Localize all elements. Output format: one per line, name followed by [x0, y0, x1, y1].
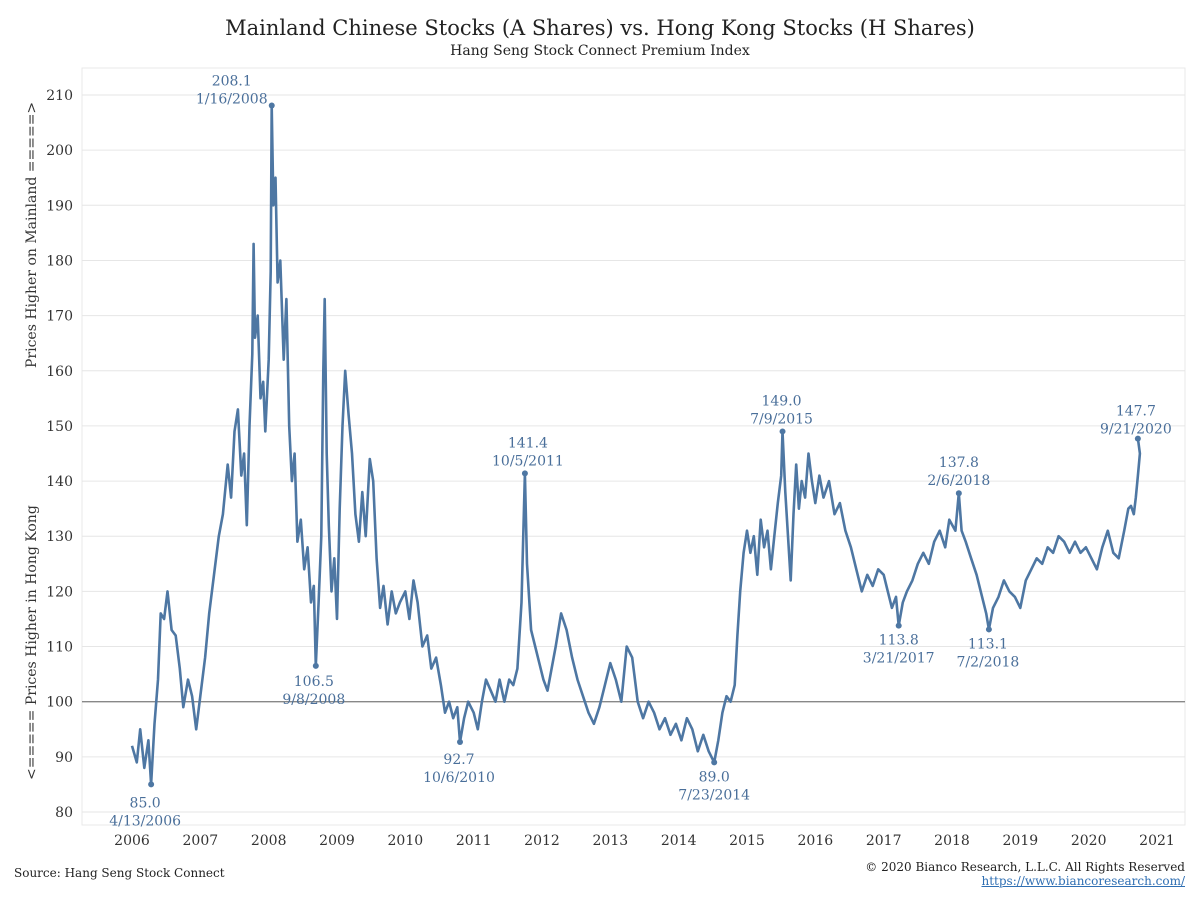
annotation-value: 141.4	[508, 435, 548, 451]
y-axis-label-bottom: <===== Prices Higher in Hong Kong	[24, 505, 40, 780]
y-tick-label: 80	[55, 805, 73, 821]
annotation-date: 2/6/2018	[927, 473, 990, 489]
annotation-date: 3/21/2017	[863, 651, 935, 667]
x-tick-label: 2008	[251, 833, 287, 849]
y-tick-label: 100	[46, 695, 73, 711]
annotation-marker	[268, 102, 275, 109]
x-tick-label: 2007	[183, 833, 219, 849]
x-tick-label: 2014	[661, 833, 697, 849]
y-tick-label: 190	[46, 198, 73, 214]
x-tick-label: 2017	[866, 833, 902, 849]
annotation-value: 85.0	[130, 795, 161, 811]
series-group	[130, 104, 1142, 786]
x-tick-label: 2016	[798, 833, 834, 849]
x-axis-ticks: 2006 2007 2008 2009 2010 2011 2012 2013 2014 2015…	[114, 833, 1175, 849]
y-tick-label: 140	[46, 474, 73, 490]
annotation-date: 7/2/2018	[956, 654, 1019, 670]
annotation-date: 9/21/2020	[1100, 422, 1172, 438]
y-tick-label: 170	[46, 309, 73, 325]
y-tick-label: 200	[46, 143, 73, 159]
annotation-value: 113.1	[968, 636, 1008, 652]
annotation-date: 10/6/2010	[423, 770, 495, 786]
annotation-value: 137.8	[939, 455, 979, 471]
copyright-note: © 2020 Bianco Research, L.L.C. All Right…	[865, 860, 1185, 874]
x-tick-label: 2013	[593, 833, 629, 849]
y-axis-ticks: 80 90 100 110 120 130 140 150 160 170 180 190 200 210	[46, 88, 73, 821]
x-tick-label: 2021	[1139, 833, 1175, 849]
annotation-marker	[779, 428, 786, 435]
source-note: Source: Hang Seng Stock Connect	[14, 866, 225, 880]
x-tick-label: 2009	[319, 833, 355, 849]
x-tick-label: 2012	[524, 833, 560, 849]
y-tick-label: 110	[46, 640, 73, 656]
annotation-value: 89.0	[699, 769, 730, 785]
series-line	[130, 104, 1142, 786]
y-tick-label: 210	[46, 88, 73, 104]
x-tick-label: 2010	[388, 833, 424, 849]
annotation-value: 208.1	[212, 73, 252, 89]
annotation-marker	[457, 738, 463, 745]
x-tick-label: 2006	[114, 833, 150, 849]
annotation-marker	[312, 662, 319, 669]
annotation-marker	[985, 626, 992, 633]
x-tick-label: 2011	[456, 833, 492, 849]
annotation-marker	[895, 622, 902, 629]
y-tick-label: 90	[55, 750, 73, 766]
x-tick-label: 2020	[1071, 833, 1107, 849]
y-tick-label: 120	[46, 584, 73, 600]
annotation-date: 4/13/2006	[109, 813, 181, 829]
annotation-marker	[521, 470, 528, 477]
annotation-date: 7/23/2014	[678, 787, 750, 803]
annotation-value: 147.7	[1116, 404, 1156, 420]
annotation-value: 113.8	[879, 633, 919, 649]
chart-title: Mainland Chinese Stocks (A Shares) vs. H…	[225, 16, 975, 40]
y-tick-label: 180	[46, 253, 73, 269]
x-tick-label: 2019	[1003, 833, 1039, 849]
annotation-marker	[1134, 435, 1141, 442]
annotation-marker	[955, 490, 962, 497]
annotation-date: 1/16/2008	[196, 91, 268, 107]
annotation-value: 149.0	[761, 393, 801, 409]
annotation-date: 9/8/2008	[282, 692, 345, 708]
chart-subtitle: Hang Seng Stock Connect Premium Index	[450, 43, 750, 59]
y-tick-label: 160	[46, 364, 73, 380]
website-link[interactable]: https://www.biancoresearch.com/	[981, 874, 1185, 888]
annotation-date: 7/9/2015	[750, 411, 813, 427]
annotation-date: 10/5/2011	[492, 453, 564, 469]
grid-lines	[81, 67, 1186, 826]
plot-area-frame	[81, 67, 1186, 826]
y-axis-label-top: Prices Higher on Mainland =====>	[24, 102, 40, 368]
annotation-value: 92.7	[443, 752, 474, 768]
annotation-value: 106.5	[294, 674, 334, 690]
annotations-group: 85.0 4/13/2006 208.1 1/16/2008 106.5 9/8/2008…	[109, 73, 1172, 829]
annotation-marker	[148, 781, 155, 788]
x-tick-label: 2015	[729, 833, 765, 849]
y-tick-label: 150	[46, 419, 73, 435]
x-tick-label: 2018	[934, 833, 970, 849]
y-tick-label: 130	[46, 529, 73, 545]
annotation-marker	[711, 759, 718, 766]
